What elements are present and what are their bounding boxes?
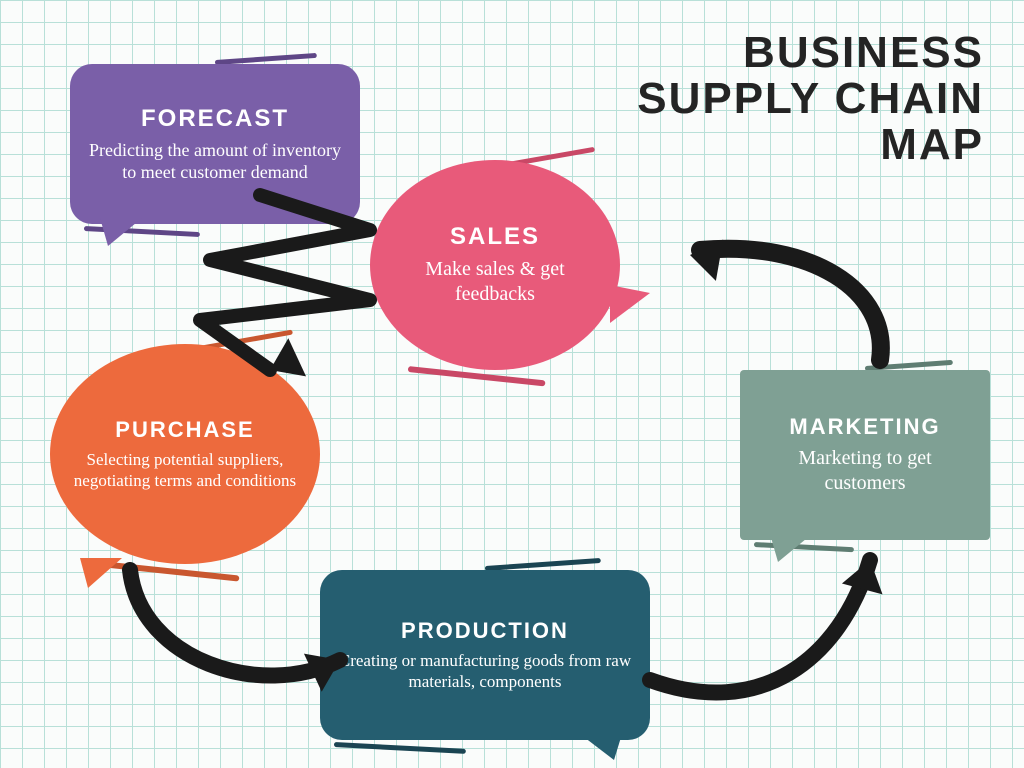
node-purchase-tail <box>80 558 122 588</box>
node-production-tail <box>580 734 622 760</box>
node-sales-tail <box>610 285 650 323</box>
node-marketing-tail <box>770 534 812 562</box>
page-title: BUSINESS SUPPLY CHAIN MAP <box>637 30 984 169</box>
node-production: PRODUCTION Creating or manufacturing good… <box>320 570 650 740</box>
node-purchase-title: PURCHASE <box>115 417 254 443</box>
node-production-desc: Creating or manufacturing goods from raw… <box>338 650 632 693</box>
node-sales-desc: Make sales & get feedbacks <box>388 257 602 307</box>
node-production-title: PRODUCTION <box>401 618 569 644</box>
node-marketing-desc: Marketing to get customers <box>758 446 972 496</box>
node-purchase-desc: Selecting potential suppliers, negotiati… <box>68 449 302 492</box>
title-line-2: SUPPLY CHAIN <box>637 76 984 122</box>
title-line-1: BUSINESS <box>637 30 984 76</box>
node-sales-title: SALES <box>450 223 540 251</box>
node-forecast-desc: Predicting the amount of inventory to me… <box>88 139 342 184</box>
node-marketing-title: MARKETING <box>789 414 940 440</box>
title-line-3: MAP <box>637 122 984 168</box>
node-sales: SALES Make sales & get feedbacks <box>370 160 620 370</box>
node-purchase: PURCHASE Selecting potential suppliers, n… <box>50 344 320 564</box>
node-forecast-title: FORECAST <box>141 105 289 133</box>
node-marketing: MARKETING Marketing to get customers <box>740 370 990 540</box>
node-forecast: FORECAST Predicting the amount of invento… <box>70 64 360 224</box>
node-forecast-tail <box>100 218 142 246</box>
